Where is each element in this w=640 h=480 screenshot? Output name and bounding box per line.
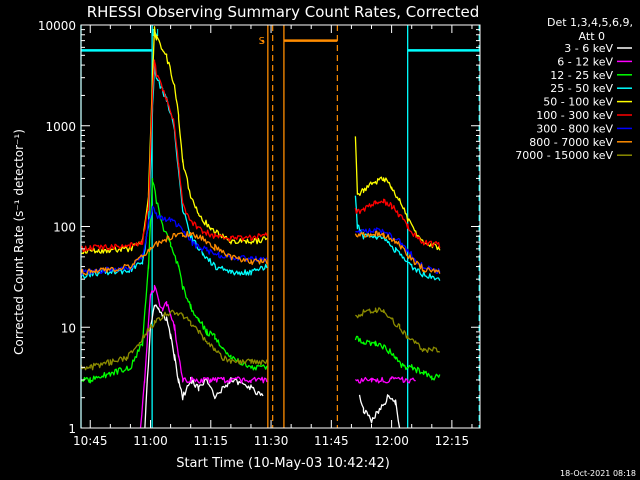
series-line xyxy=(80,177,441,384)
x-tick-label: 11:00 xyxy=(133,434,168,448)
legend-header-2: Att 0 xyxy=(579,30,605,43)
x-tick-label: 11:30 xyxy=(254,434,289,448)
x-tick-label: 12:15 xyxy=(435,434,470,448)
legend-label: 50 - 100 keV xyxy=(543,96,613,109)
legend-label: 3 - 6 keV xyxy=(564,42,613,55)
x-tick-label: 10:45 xyxy=(73,434,108,448)
legend-entry: 6 - 12 keV xyxy=(557,55,632,68)
saa-flag-dot xyxy=(261,39,265,43)
legend-entry: 25 - 50 keV xyxy=(550,82,632,95)
legend-label: 6 - 12 keV xyxy=(557,55,613,68)
x-tick-label: 12:00 xyxy=(374,434,409,448)
legend-entry: 800 - 7000 keV xyxy=(529,136,632,149)
legend-entry: 300 - 800 keV xyxy=(536,122,632,135)
x-tick-label: 11:45 xyxy=(314,434,349,448)
series-line xyxy=(80,59,441,252)
legend-header-1: Det 1,3,4,5,6,9, xyxy=(547,16,633,29)
legend-entry: 12 - 25 keV xyxy=(550,69,632,82)
y-axis-label: Corrected Count Rate (s⁻¹ detector⁻¹) xyxy=(12,129,26,355)
legend-label: 300 - 800 keV xyxy=(536,122,613,135)
legend-label: 12 - 25 keV xyxy=(550,69,613,82)
legend-entry: 50 - 100 keV xyxy=(543,96,632,109)
legend-label: 25 - 50 keV xyxy=(550,82,613,95)
series-line xyxy=(80,307,441,371)
legend-label: 7000 - 15000 keV xyxy=(515,149,613,162)
series-line xyxy=(80,230,441,276)
y-tick-label: 1000 xyxy=(45,120,76,134)
y-tick-label: 10000 xyxy=(38,19,76,33)
y-tick-label: 10 xyxy=(61,321,76,335)
legend-label: 800 - 7000 keV xyxy=(529,136,613,149)
axes-layer: 10:45 11:00 11:15 11:30 11:45 12:00 12:15 1 10 10… xyxy=(38,19,481,448)
y-tick-label: 1 xyxy=(68,422,76,436)
legend-label: 100 - 300 keV xyxy=(536,109,613,122)
legend-entry: 100 - 300 keV xyxy=(536,109,632,122)
series-line xyxy=(139,284,416,429)
x-axis-label: Start Time (10-May-03 10:42:42) xyxy=(176,456,390,471)
x-tick-label: 11:15 xyxy=(193,434,228,448)
chart-title: RHESSI Observing Summary Count Rates, Co… xyxy=(87,3,480,21)
legend-entry: 3 - 6 keV xyxy=(564,42,632,55)
series-layer xyxy=(80,26,441,429)
y-tick-label: 100 xyxy=(53,221,76,235)
footer-timestamp: 18-Oct-2021 08:18 xyxy=(560,469,636,478)
legend-entry: 7000 - 15000 keV xyxy=(515,149,632,162)
series-line xyxy=(81,205,441,276)
